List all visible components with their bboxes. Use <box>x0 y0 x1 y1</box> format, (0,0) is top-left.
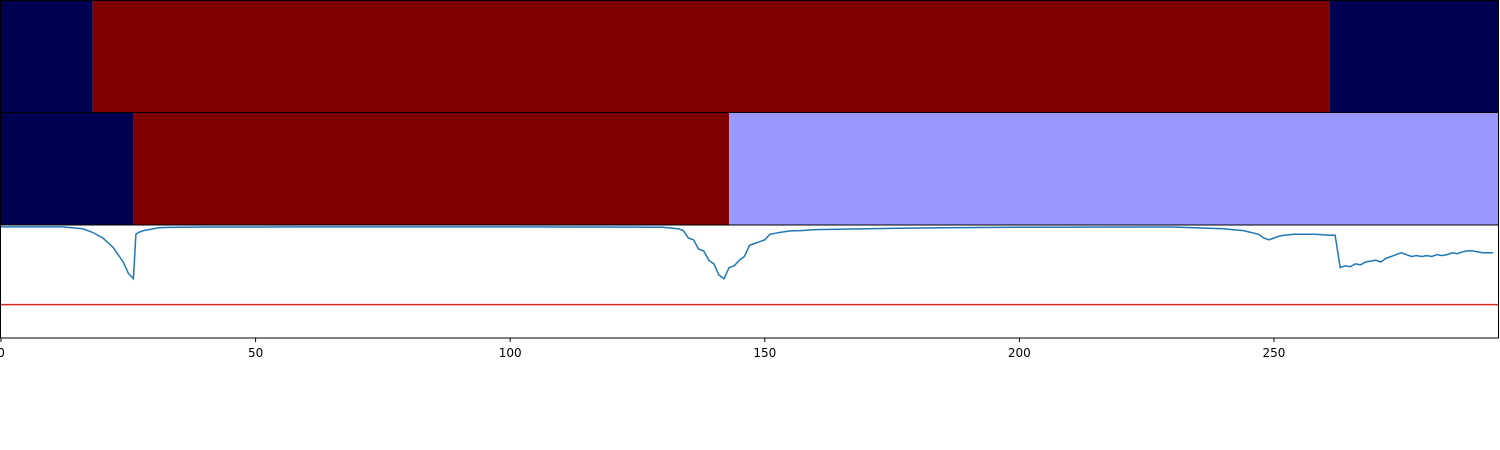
segment-2 <box>133 113 730 225</box>
plot-frame <box>0 224 1499 339</box>
x-tick-label: 200 <box>1008 346 1031 360</box>
segment-2 <box>92 1 1330 112</box>
x-axis: 0 50 100 150 200 250 <box>0 338 1285 360</box>
x-tick-label: 150 <box>753 346 776 360</box>
plot-background <box>1 225 1498 338</box>
x-tick-label: 100 <box>499 346 522 360</box>
line-plot <box>0 224 1499 339</box>
x-tick-label: 250 <box>1263 346 1286 360</box>
segment-1 <box>1 1 93 112</box>
x-tick-label: 50 <box>248 346 263 360</box>
segment-1 <box>1 113 134 225</box>
segment-3 <box>729 113 1498 225</box>
series-line <box>1 226 1493 281</box>
segment-strip-1 <box>0 0 1499 113</box>
x-tick-label: 0 <box>0 346 5 360</box>
segment-strip-2 <box>0 112 1499 226</box>
segment-3 <box>1329 1 1498 112</box>
